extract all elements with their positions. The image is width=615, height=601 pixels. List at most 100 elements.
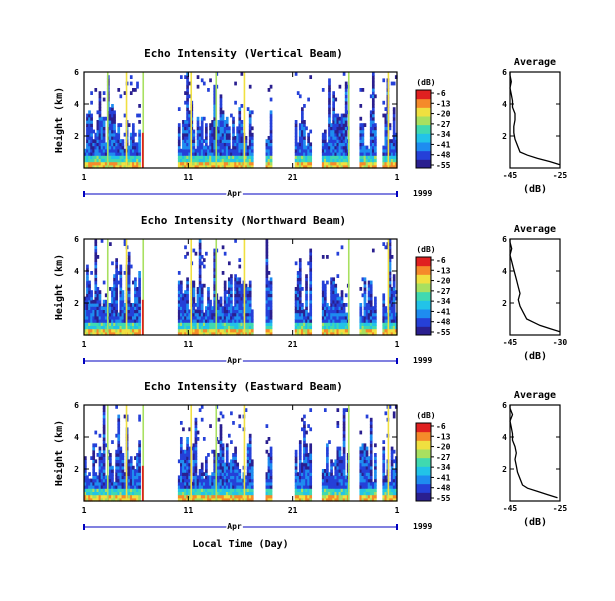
heatmap-cell	[238, 123, 242, 127]
heatmap-cell	[202, 158, 206, 163]
heatmap-cell	[250, 497, 254, 502]
heatmap-cell	[307, 475, 310, 480]
heatmap-cell	[392, 148, 396, 153]
heatmap-cell	[111, 491, 114, 496]
colorbar-tick-label: -13	[436, 99, 451, 108]
heatmap-cell	[92, 469, 96, 473]
heatmap-cell	[192, 142, 196, 147]
heatmap-cell	[225, 145, 229, 150]
heatmap-cell	[221, 497, 225, 502]
heatmap-cell	[179, 465, 183, 470]
heatmap-cell	[134, 303, 137, 307]
heatmap-cell	[200, 475, 204, 480]
heatmap-cell	[90, 158, 93, 163]
heatmap-cell	[328, 309, 331, 314]
heatmap-cell	[205, 251, 208, 256]
heatmap-cell	[186, 306, 189, 310]
heatmap-cell	[217, 328, 221, 333]
heatmap-cell	[117, 485, 121, 489]
heatmap-cell	[209, 485, 212, 489]
heatmap-cell	[246, 497, 250, 502]
heatmap-cell	[336, 421, 340, 425]
heatmap-cell	[384, 123, 388, 127]
colorbar-tick-label: -13	[436, 266, 451, 275]
heatmap-cell	[307, 319, 310, 323]
heatmap-cell	[336, 491, 340, 496]
heatmap-cell	[225, 488, 229, 492]
heatmap-cell	[200, 155, 204, 159]
heatmap-cell	[332, 277, 335, 282]
heatmap-cell	[202, 145, 206, 150]
heatmap-cell	[92, 481, 96, 486]
heatmap-cell	[236, 488, 240, 492]
heatmap-cell	[94, 248, 98, 253]
heatmap-cell	[205, 306, 208, 310]
heatmap-cell	[119, 264, 123, 269]
heatmap-cell	[96, 322, 100, 326]
heatmap-cell	[265, 255, 269, 259]
heatmap-cell	[84, 309, 87, 314]
heatmap-cell	[344, 136, 348, 140]
heatmap-cell	[232, 481, 235, 486]
colorbar-tick-label: -6	[436, 89, 446, 98]
heatmap-cell	[223, 462, 227, 467]
heatmap-cell	[177, 497, 181, 502]
heatmap-cell	[119, 145, 123, 150]
heatmap-cell	[134, 296, 137, 301]
heatmap-cell	[248, 319, 252, 323]
heatmap-cell	[342, 155, 346, 159]
heatmap-cell	[382, 440, 386, 444]
heatmap-cell	[371, 248, 375, 253]
heatmap-cell	[342, 312, 346, 317]
heatmap-cell	[374, 331, 377, 336]
heatmap-cell	[269, 287, 273, 291]
heatmap-cell	[344, 325, 348, 330]
heatmap-cell	[365, 491, 369, 496]
heatmap-cell	[194, 152, 198, 156]
heatmap-cell	[301, 331, 304, 336]
heatmap-cell	[211, 139, 214, 143]
heatmap-cell	[194, 417, 198, 422]
heatmap-cell	[238, 264, 242, 269]
heatmap-cell	[332, 491, 335, 496]
heatmap-cell	[390, 497, 394, 502]
heatmap-cell	[121, 152, 125, 156]
heatmap-cell	[192, 132, 196, 137]
heatmap-cell	[207, 453, 210, 457]
heatmap-cell	[100, 459, 104, 464]
heatmap-cell	[86, 475, 89, 480]
heatmap-cell	[192, 303, 196, 307]
heatmap-cell	[119, 462, 123, 467]
heatmap-cell	[309, 453, 313, 457]
heatmap-cell	[177, 158, 181, 163]
heatmap-cell	[123, 242, 127, 246]
heatmap-cell	[332, 123, 335, 127]
heatmap-cell	[230, 459, 233, 464]
heatmap-cell	[127, 485, 131, 489]
heatmap-cell	[209, 161, 212, 166]
heatmap-cell	[88, 319, 91, 323]
heatmap-cell	[225, 459, 229, 464]
heatmap-cell	[336, 312, 340, 317]
heatmap-cell	[298, 475, 302, 480]
heatmap-cell	[198, 485, 202, 489]
heatmap-cell	[192, 248, 196, 253]
heatmap-cell	[217, 488, 221, 492]
heatmap-cell	[342, 449, 346, 454]
heatmap-cell	[344, 408, 348, 412]
heatmap-cell	[131, 139, 135, 143]
heatmap-cell	[198, 280, 202, 285]
heatmap-cell	[334, 309, 338, 314]
heatmap-cell	[296, 315, 300, 320]
heatmap-cell	[88, 315, 91, 320]
heatmap-cell	[321, 315, 325, 320]
heatmap-cell	[123, 158, 127, 163]
heatmap-cell	[177, 494, 181, 499]
heatmap-cell	[382, 485, 386, 489]
heatmap-cell	[238, 312, 242, 317]
heatmap-cell	[184, 290, 187, 294]
heatmap-cell	[219, 139, 223, 143]
heatmap-cell	[296, 481, 300, 486]
heatmap-cell	[136, 462, 139, 467]
heatmap-cell	[296, 319, 300, 323]
